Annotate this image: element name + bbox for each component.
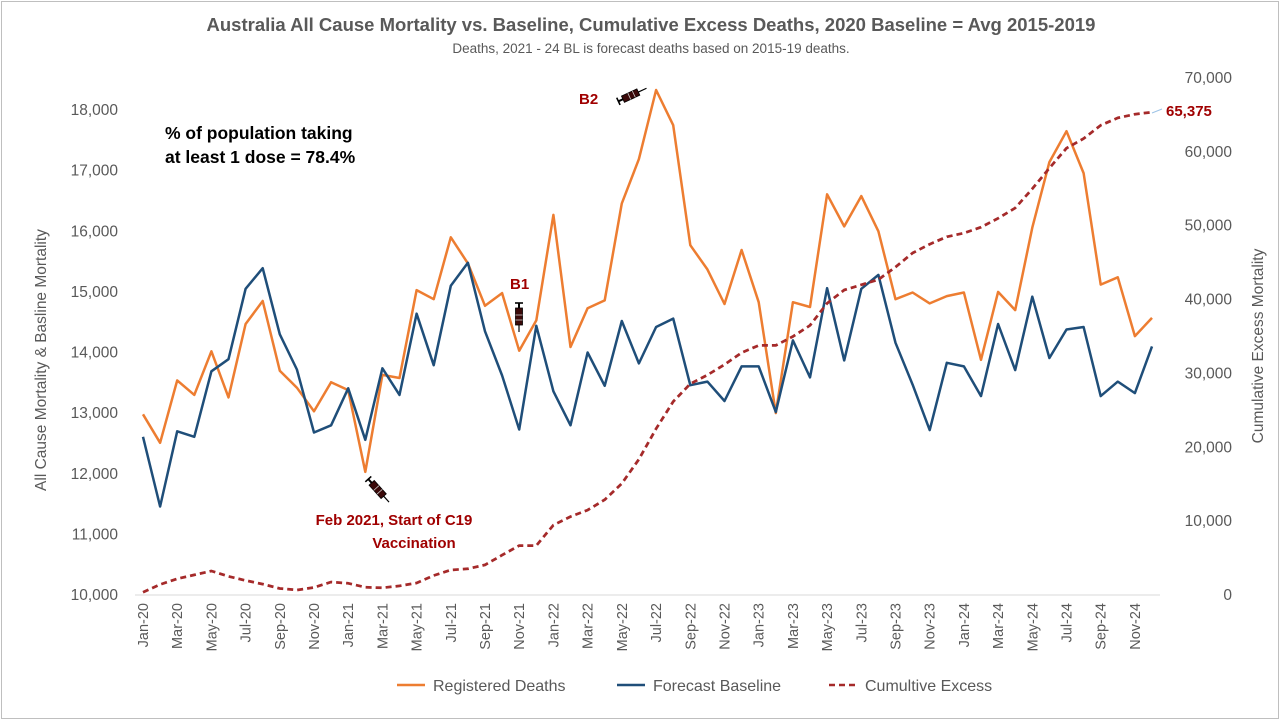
x-tick-label-0: Jan-20 — [136, 603, 152, 647]
y-tick-label-left-2: 12,000 — [71, 466, 119, 483]
x-tick-label-22: Sep-23 — [888, 603, 904, 650]
x-tick-label-14: May-22 — [615, 603, 631, 651]
x-tick-label-12: Jan-22 — [546, 603, 562, 647]
b1-label: B1 — [510, 276, 529, 293]
syringe-icon — [615, 87, 647, 106]
dose-note-line2: at least 1 dose = 78.4% — [165, 147, 356, 167]
x-tick-label-9: Jul-21 — [444, 603, 460, 643]
x-tick-label-1: Mar-20 — [170, 603, 186, 649]
b2-label: B2 — [579, 91, 598, 108]
x-tick-label-13: Mar-22 — [581, 603, 597, 649]
x-tick-label-4: Sep-20 — [273, 603, 289, 650]
series-layer — [141, 88, 1154, 594]
y-tick-label-left-8: 18,000 — [71, 102, 119, 119]
syringe-icon — [515, 302, 523, 332]
y-tick-label-right-1: 10,000 — [1185, 513, 1233, 530]
y-axis-left-title: All Cause Mortality & Basline Mortality — [33, 229, 50, 491]
x-tick-label-5: Nov-20 — [307, 603, 323, 650]
x-tick-label-8: May-21 — [410, 603, 426, 651]
y-axis-right: 0 10,000 20,000 30,000 40,000 50,000 60,000 70,… — [1185, 70, 1233, 604]
y-tick-label-right-0: 0 — [1223, 587, 1232, 604]
x-tick-label-10: Sep-21 — [478, 603, 494, 650]
x-tick-label-6: Jan-21 — [341, 603, 357, 647]
x-tick-label-18: Jan-23 — [752, 603, 768, 647]
y-tick-label-left-5: 15,000 — [71, 284, 119, 301]
x-tick-label-2: May-20 — [204, 603, 220, 651]
y-tick-label-right-4: 40,000 — [1185, 292, 1233, 309]
x-tick-label-17: Nov-22 — [717, 603, 733, 650]
vax-start-label-line2: Vaccination — [372, 535, 455, 552]
x-tick-label-19: Mar-23 — [786, 603, 802, 649]
x-tick-label-15: Jul-22 — [649, 603, 665, 643]
chart-title: Australia All Cause Mortality vs. Baseli… — [207, 14, 1096, 35]
x-tick-label-24: Jan-24 — [957, 603, 973, 647]
y-tick-label-right-5: 50,000 — [1185, 218, 1233, 235]
y-axis-right-title: Cumulative Excess Mortality — [1250, 248, 1267, 443]
x-tick-label-20: May-23 — [820, 603, 836, 651]
x-tick-label-7: Mar-21 — [375, 603, 391, 649]
x-tick-label-29: Nov-24 — [1128, 603, 1144, 650]
x-tick-label-3: Jul-20 — [239, 603, 255, 643]
x-tick-label-27: Jul-24 — [1059, 603, 1075, 643]
y-tick-label-left-6: 16,000 — [71, 223, 119, 240]
y-tick-label-left-1: 11,000 — [72, 526, 119, 543]
vax-start-label-line1: Feb 2021, Start of C19 — [316, 512, 473, 529]
cumulative-end-label: 65,375 — [1166, 103, 1212, 120]
x-tick-label-21: Jul-23 — [854, 603, 870, 643]
x-tick-label-28: Sep-24 — [1094, 603, 1110, 650]
y-axis-left: 10,000 11,000 12,000 13,000 14,000 15,000 16,0… — [71, 102, 119, 604]
y-tick-label-left-0: 10,000 — [71, 587, 119, 604]
x-tick-label-23: Nov-23 — [923, 603, 939, 650]
legend: Registered Deaths Forecast Baseline Cumult… — [397, 678, 992, 695]
y-tick-label-right-6: 60,000 — [1185, 144, 1233, 161]
y-tick-label-right-3: 30,000 — [1185, 365, 1233, 382]
y-tick-label-right-7: 70,000 — [1185, 70, 1233, 87]
legend-label-1: Forecast Baseline — [653, 678, 781, 695]
legend-label-0: Registered Deaths — [433, 678, 566, 695]
x-tick-label-11: Nov-21 — [512, 603, 528, 650]
series-line-1 — [141, 261, 1154, 508]
x-tick-label-26: May-24 — [1025, 603, 1041, 651]
end-label-leader — [1151, 108, 1163, 114]
x-axis: Jan-20 Mar-20 May-20 Jul-20 Sep-20 Nov-20 Jan-… — [136, 603, 1144, 651]
series-line-2 — [142, 110, 1153, 594]
x-tick-label-25: Mar-24 — [991, 603, 1007, 649]
y-tick-label-left-3: 13,000 — [71, 405, 119, 422]
x-tick-label-16: Sep-22 — [683, 603, 699, 650]
series-line-0 — [141, 88, 1153, 474]
y-tick-label-left-4: 14,000 — [71, 345, 119, 362]
y-tick-label-right-2: 20,000 — [1185, 439, 1233, 456]
y-tick-label-left-7: 17,000 — [71, 163, 119, 180]
chart-subtitle: Deaths, 2021 - 24 BL is forecast deaths … — [452, 41, 849, 56]
legend-label-2: Cumultive Excess — [865, 678, 992, 695]
syringe-icon — [364, 475, 390, 503]
dose-note-line1: % of population taking — [165, 123, 353, 143]
